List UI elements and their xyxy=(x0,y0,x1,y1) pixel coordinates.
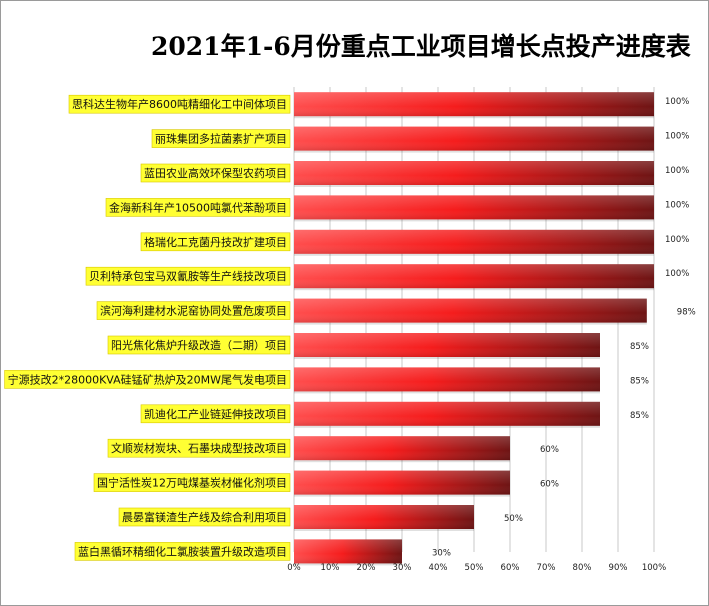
bar-shading xyxy=(294,195,654,220)
value-label: 30% xyxy=(432,548,451,558)
svg-text:贝利特承包宝马双氰胺等生产线技改项目: 贝利特承包宝马双氰胺等生产线技改项目 xyxy=(89,269,287,283)
value-label: 100% xyxy=(665,97,689,107)
svg-text:格瑞化工克菌丹技改扩建项目: 格瑞化工克菌丹技改扩建项目 xyxy=(144,235,287,249)
category-label: 晨晏富镁渣生产线及综合利用项目 xyxy=(118,507,291,527)
x-tick-label: 50% xyxy=(465,563,484,573)
value-label: 60% xyxy=(540,445,559,455)
category-label: 凯迪化工产业链延伸技改项目 xyxy=(140,404,291,424)
value-label: 98% xyxy=(677,308,696,318)
svg-text:思科达生物年产8600吨精细化工中间体项目: 思科达生物年产8600吨精细化工中间体项目 xyxy=(72,97,287,111)
bar-shading xyxy=(294,264,654,289)
x-tick-label: 40% xyxy=(429,563,448,573)
svg-text:凯迪化工产业链延伸技改项目: 凯迪化工产业链延伸技改项目 xyxy=(144,407,287,421)
svg-text:蓝田农业高效环保型农药项目: 蓝田农业高效环保型农药项目 xyxy=(144,166,287,180)
category-label: 国宁活性炭12万吨煤基炭材催化剂项目 xyxy=(93,473,291,492)
svg-text:宁源技改2*28000KVA硅锰矿热炉及20MW尾气发电项目: 宁源技改2*28000KVA硅锰矿热炉及20MW尾气发电项目 xyxy=(8,372,287,386)
value-label: 85% xyxy=(630,411,649,421)
value-label: 50% xyxy=(504,514,523,524)
label-layer: 思科达生物年产8600吨精细化工中间体项目 100% 丽珠集团多拉菌素扩产项目 100… xyxy=(4,94,696,561)
x-tick-label: 90% xyxy=(609,563,628,573)
bar-shading xyxy=(294,333,600,357)
x-tick-label: 10% xyxy=(321,563,340,573)
bar-shading xyxy=(294,401,600,426)
value-label: 85% xyxy=(630,376,649,386)
category-label: 宁源技改2*28000KVA硅锰矿热炉及20MW尾气发电项目 xyxy=(4,370,291,389)
bar-shading xyxy=(294,126,654,151)
svg-text:阳光焦化焦炉升级改造（二期）项目: 阳光焦化焦炉升级改造（二期）项目 xyxy=(111,338,287,352)
value-label: 100% xyxy=(665,269,689,279)
chart-title: 2021年1-6月份重点工业项目增长点投产进度表 xyxy=(151,32,691,61)
bar-shading xyxy=(294,161,654,185)
x-tick-label: 70% xyxy=(537,563,556,573)
value-label: 100% xyxy=(665,166,689,176)
bar-shading xyxy=(294,505,474,529)
bar-shading xyxy=(294,539,402,564)
x-tick-label: 20% xyxy=(357,563,376,573)
x-tick-label: 0% xyxy=(287,563,301,573)
bar-shading xyxy=(294,298,647,323)
svg-text:丽珠集团多拉菌素扩产项目: 丽珠集团多拉菌素扩产项目 xyxy=(155,132,287,146)
x-tick-label: 60% xyxy=(501,563,520,573)
bar-shading xyxy=(294,229,654,254)
category-label: 文顺炭材炭块、石墨块成型技改项目 xyxy=(107,438,291,458)
x-tick-label: 80% xyxy=(573,563,592,573)
svg-text:金海新科年产10500吨氯代苯酚项目: 金海新科年产10500吨氯代苯酚项目 xyxy=(109,200,287,214)
x-tick-label: 30% xyxy=(393,563,412,573)
value-label: 100% xyxy=(665,200,689,210)
category-label: 金海新科年产10500吨氯代苯酚项目 xyxy=(105,198,291,217)
bar-shading xyxy=(294,92,654,117)
category-label: 贝利特承包宝马双氰胺等生产线技改项目 xyxy=(85,266,291,286)
category-label: 滨河海利建材水泥窑协同处置危废项目 xyxy=(96,301,291,320)
bar-shading xyxy=(294,436,510,461)
svg-text:文顺炭材炭块、石墨块成型技改项目: 文顺炭材炭块、石墨块成型技改项目 xyxy=(111,441,287,455)
category-label: 格瑞化工克菌丹技改扩建项目 xyxy=(140,232,291,252)
category-label: 阳光焦化焦炉升级改造（二期）项目 xyxy=(107,335,291,355)
value-label: 85% xyxy=(630,342,649,352)
category-label: 丽珠集团多拉菌素扩产项目 xyxy=(151,129,291,148)
x-tick-label: 100% xyxy=(642,563,666,573)
value-label: 100% xyxy=(665,132,689,142)
svg-text:滨河海利建材水泥窑协同处置危废项目: 滨河海利建材水泥窑协同处置危废项目 xyxy=(100,304,287,318)
svg-text:晨晏富镁渣生产线及综合利用项目: 晨晏富镁渣生产线及综合利用项目 xyxy=(122,510,287,524)
svg-text:蓝白黑循环精细化工氯胺装置升级改造项目: 蓝白黑循环精细化工氯胺装置升级改造项目 xyxy=(78,544,287,558)
x-axis-ticks: 0% 10% 20% 30% 40% 50% 60% 70% 80% 90% 100% xyxy=(287,563,666,573)
bar-layer xyxy=(294,92,654,566)
value-label: 100% xyxy=(665,235,689,245)
svg-text:国宁活性炭12万吨煤基炭材催化剂项目: 国宁活性炭12万吨煤基炭材催化剂项目 xyxy=(97,476,287,490)
category-label: 蓝田农业高效环保型农药项目 xyxy=(140,163,291,183)
category-label: 思科达生物年产8600吨精细化工中间体项目 xyxy=(68,94,291,114)
bar-shading xyxy=(294,367,600,392)
category-label: 蓝白黑循环精细化工氯胺装置升级改造项目 xyxy=(74,542,291,561)
bar-shading xyxy=(294,470,510,495)
value-label: 60% xyxy=(540,480,559,490)
